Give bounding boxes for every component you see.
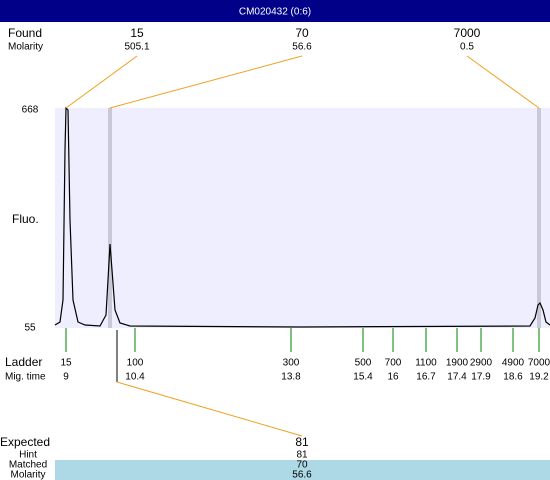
peak-band xyxy=(537,108,541,328)
ladder-time: 16.7 xyxy=(416,372,436,383)
found-label: Found xyxy=(8,26,42,40)
ladder-time: 17.4 xyxy=(447,372,467,383)
expected-label: Expected xyxy=(0,435,50,449)
title: CM020432 (0:6) xyxy=(239,7,311,18)
ladder-label: Ladder xyxy=(5,355,42,369)
ladder-size: 7000 xyxy=(528,358,550,369)
hint-value: 81 xyxy=(296,450,308,461)
found-size: 7000 xyxy=(454,26,481,40)
hint-label: Hint xyxy=(19,450,37,461)
ladder-time: 18.6 xyxy=(503,372,523,383)
title-bar xyxy=(0,0,550,22)
ladder-time: 10.4 xyxy=(125,372,145,383)
found-size: 70 xyxy=(295,26,309,40)
link-line xyxy=(116,381,303,437)
ladder-time: 15.4 xyxy=(353,372,373,383)
matched-value: 70 xyxy=(296,460,308,471)
ladder-size: 300 xyxy=(283,358,300,369)
peak-band xyxy=(108,108,112,328)
ladder-size: 1900 xyxy=(446,358,469,369)
molarity-label: Molarity xyxy=(10,470,45,480)
plot-area xyxy=(55,108,550,328)
ladder-time: 17.9 xyxy=(471,372,491,383)
ladder-size: 700 xyxy=(385,358,402,369)
ladder-size: 100 xyxy=(127,358,144,369)
ladder-size: 4900 xyxy=(502,358,525,369)
ladder-time: 19.2 xyxy=(529,372,549,383)
link-line xyxy=(109,55,303,109)
ladder-time: 16 xyxy=(387,372,399,383)
found-molarity: 56.6 xyxy=(292,42,312,53)
expected-value: 81 xyxy=(295,435,309,449)
link-line xyxy=(466,55,540,109)
ladder-size: 2900 xyxy=(470,358,493,369)
molarity-value: 56.6 xyxy=(292,470,312,480)
time-label: Mig. time xyxy=(5,372,46,383)
ladder-size: 500 xyxy=(355,358,372,369)
ladder-time: 13.8 xyxy=(281,372,301,383)
y-label: Fluo. xyxy=(12,212,39,226)
matched-label: Matched xyxy=(9,460,47,471)
molarity-label: Molarity xyxy=(8,42,43,53)
ladder-size: 15 xyxy=(60,358,72,369)
y-tick-label: 668 xyxy=(22,105,39,116)
found-size: 15 xyxy=(130,26,144,40)
found-molarity: 0.5 xyxy=(460,42,474,53)
ladder-size: 1100 xyxy=(415,358,437,369)
ladder-time: 9 xyxy=(63,372,69,383)
link-line xyxy=(65,55,138,109)
found-molarity: 505.1 xyxy=(124,42,149,53)
matched-row xyxy=(55,460,550,480)
y-tick-label: 55 xyxy=(24,323,36,334)
